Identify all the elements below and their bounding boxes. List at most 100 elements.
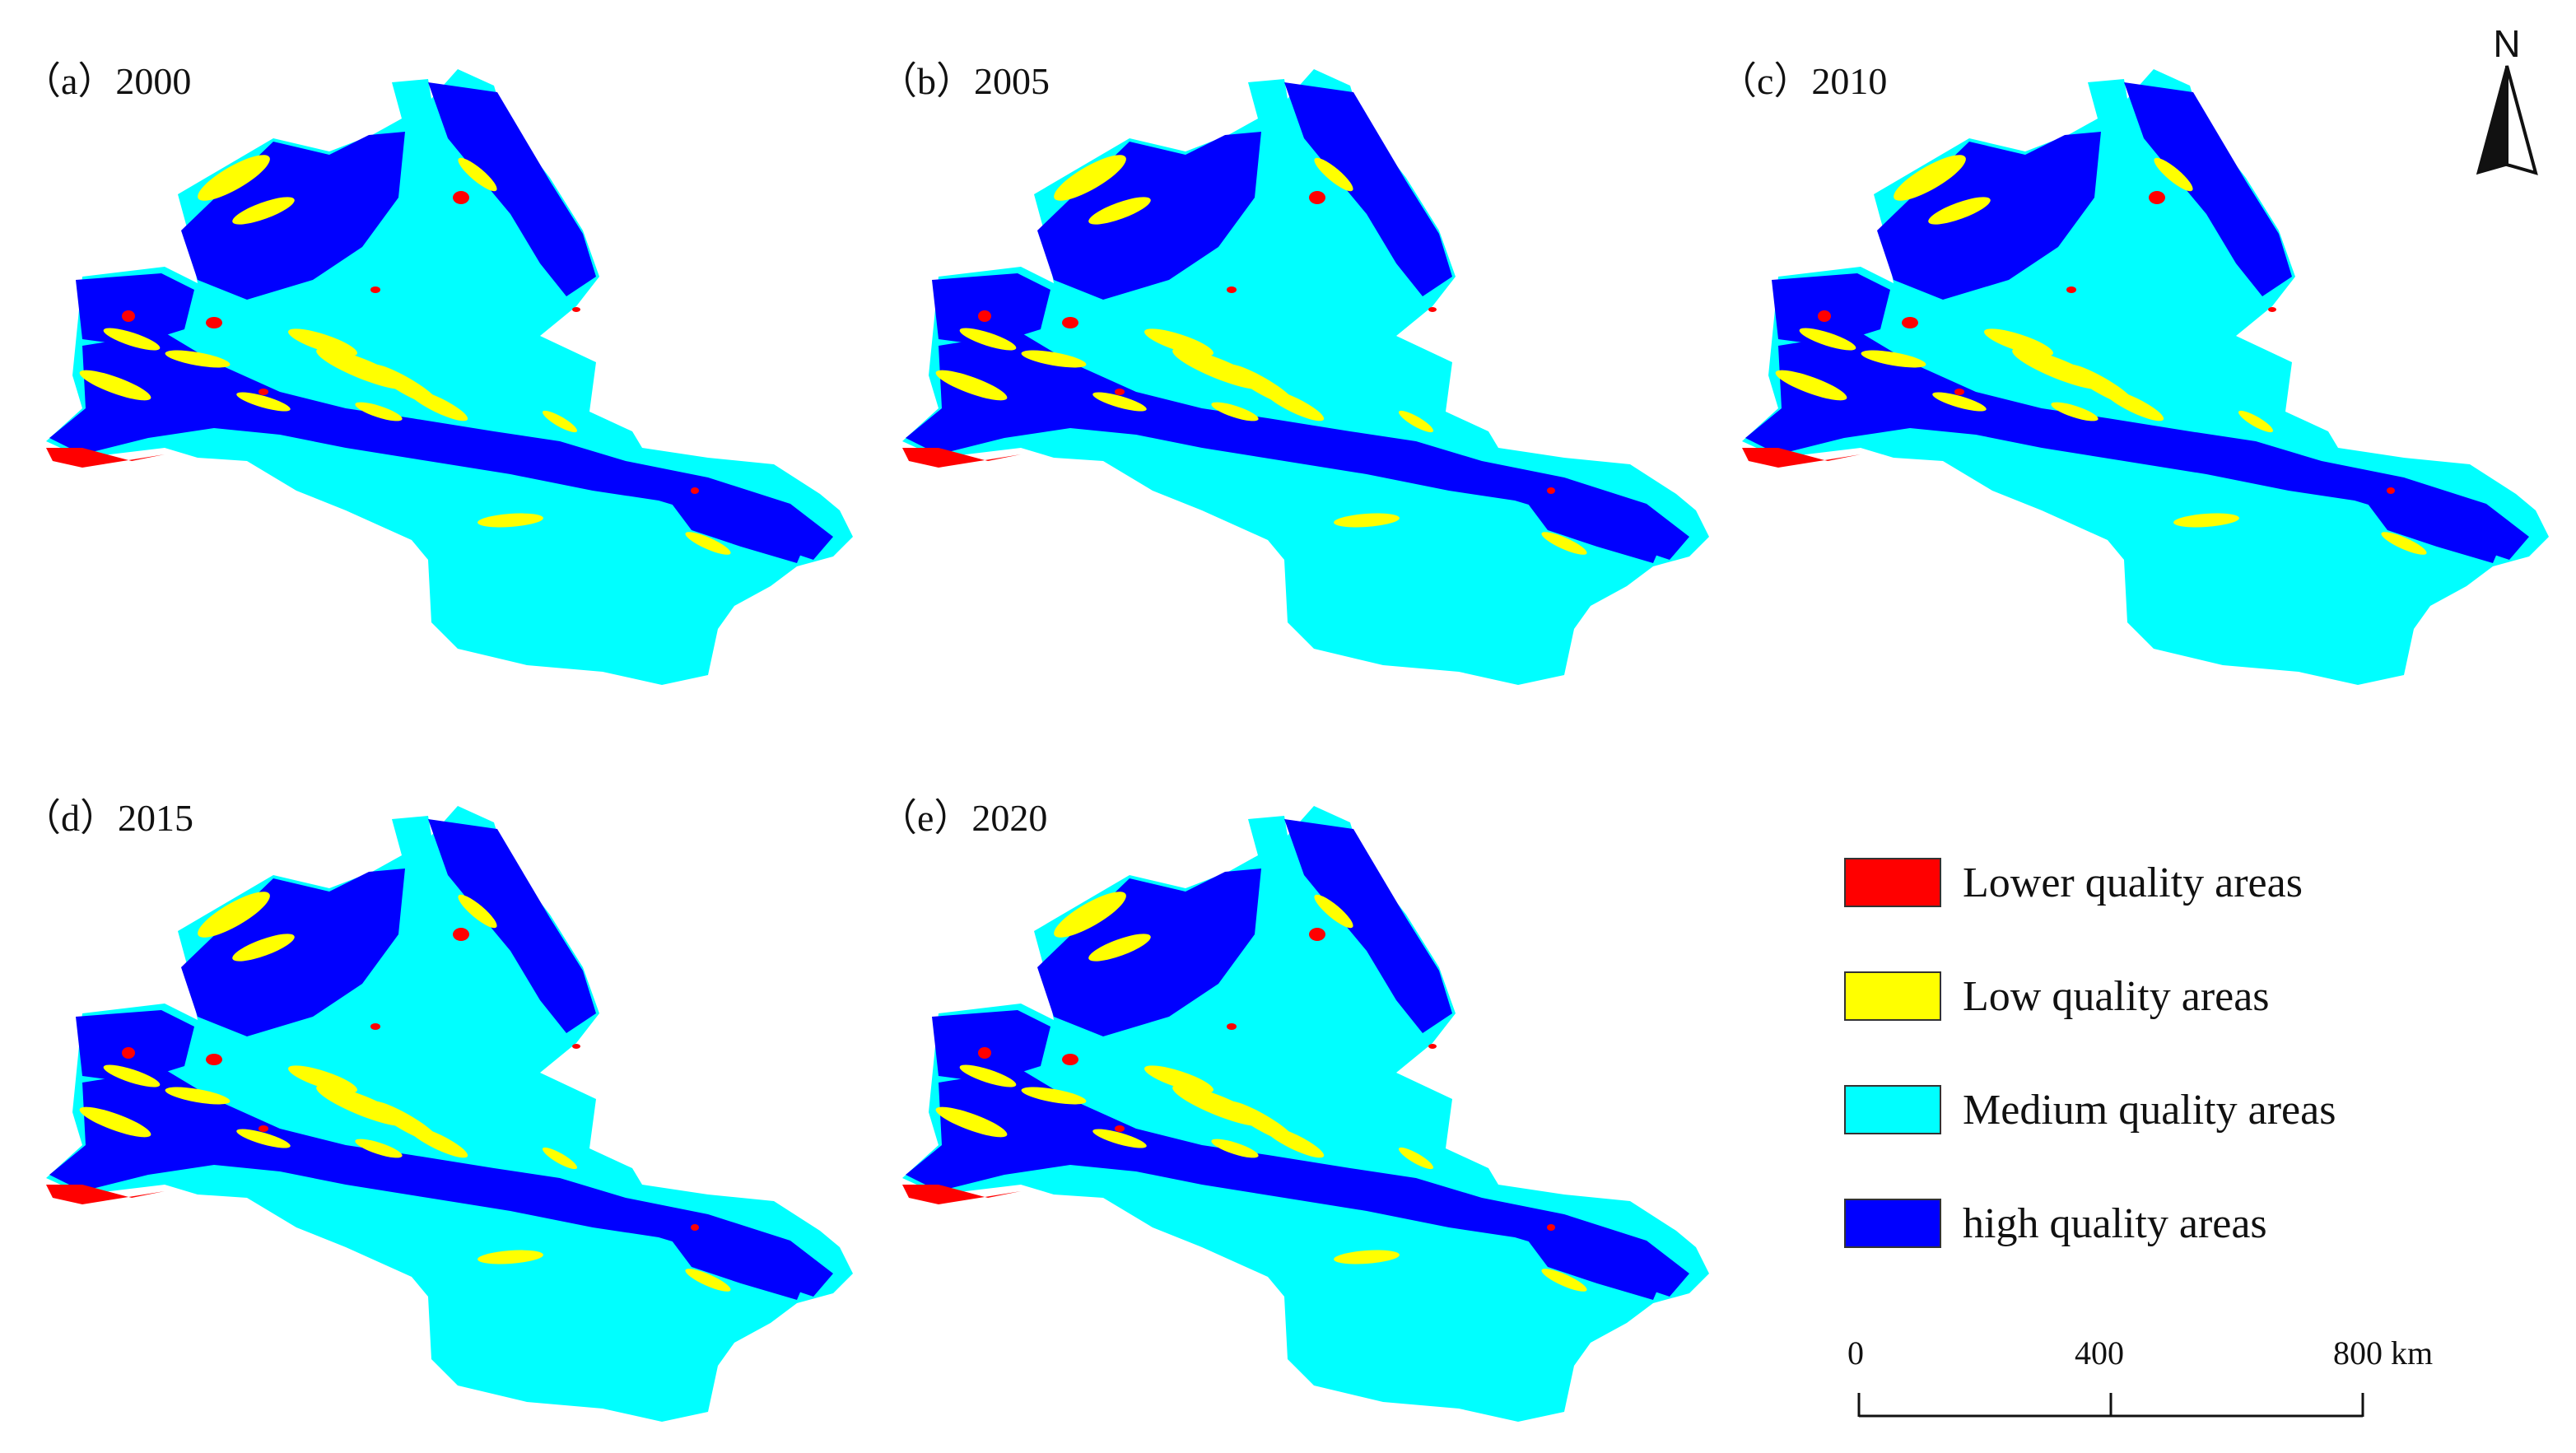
high-quality-region [932,273,1050,346]
low-quality-region [2103,389,2164,421]
high-quality-region [1284,82,1452,296]
low-quality-region [408,1125,468,1158]
lower-quality-region [122,1047,135,1059]
low-quality-region [1021,350,1087,368]
map-layers [902,69,1709,685]
low-quality-region [2381,532,2427,555]
low-quality-region [2173,513,2239,528]
low-quality-region [477,1250,543,1264]
high-quality-region [1528,504,1663,563]
lower-quality-region [691,1224,699,1231]
low-quality-region [458,157,497,192]
high-quality-region [1772,273,1890,346]
lower-quality-region [1227,286,1237,293]
low-quality-region [1054,155,1126,201]
low-quality-region [1334,1250,1400,1264]
low-quality-region [2051,402,2099,421]
lower-quality-region [1115,1125,1125,1132]
low-quality-region [543,1147,577,1170]
lower-quality-region [1062,317,1078,328]
high-quality-region [906,333,1689,560]
high-quality-region [906,1069,1689,1297]
lower-quality-region [259,1125,268,1132]
low-quality-region [1144,328,1213,356]
lower-quality-region [978,310,991,322]
low-quality-region [1894,155,1966,201]
high-quality-region [49,1069,833,1297]
lower-quality-region [370,1023,380,1030]
map-panel-2000: （a）2000 [16,8,873,716]
map-layers [46,806,853,1422]
high-quality-region [76,273,194,346]
panel-label: （b）2005 [879,60,1050,102]
low-quality-region [1541,1269,1587,1292]
low-quality-region [543,410,577,433]
low-quality-region [1799,328,1856,351]
panel-label: （d）2015 [23,797,193,839]
lower-quality-region [1115,389,1125,395]
lower-quality-region [2387,487,2395,494]
high-quality-region [932,1010,1050,1083]
north-arrow-icon [2476,65,2538,175]
north-letter: N [2493,22,2521,65]
map-panel-2010: （c）2010 [1712,8,2569,716]
high-quality-region [1528,1241,1663,1300]
lower-quality-region [691,487,699,494]
low-quality-region [959,328,1017,351]
low-quality-region [1144,1065,1213,1093]
high-quality-region [1284,819,1452,1033]
low-quality-region [935,370,1008,401]
lower-quality-region [1309,928,1325,941]
map-layers [902,806,1709,1422]
lower-quality-region [902,448,1021,468]
scale-label-800: 800 km [2333,1334,2434,1372]
legend-swatch-medium [1844,1085,1941,1134]
low-quality-region [959,1064,1017,1087]
lower-quality-region [453,928,469,941]
low-quality-region [1264,1125,1325,1158]
low-quality-region [1334,513,1400,528]
low-quality-region [1399,1147,1433,1170]
lower-quality-region [572,1044,580,1049]
scale-label-400: 400 [2075,1334,2124,1372]
low-quality-region [1932,392,1987,412]
lower-quality-region [2149,191,2165,204]
low-quality-region [1211,1139,1259,1158]
map-panel-2020: （e）2020 [873,745,1729,1453]
low-quality-region [2154,157,2193,192]
low-quality-region [165,350,231,368]
high-quality-region [672,1241,807,1300]
scale-bar: 0 400 800 km [1819,1334,2478,1432]
low-quality-region [232,934,295,962]
high-quality-region [2124,82,2292,296]
legend-item-high: high quality areas [1844,1197,2267,1250]
low-quality-region [1541,532,1587,555]
legend-label: Low quality areas [1963,972,2270,1020]
lower-quality-region [46,448,165,468]
region-map [1742,69,2549,685]
map-layers [46,69,853,685]
legend-swatch-low [1844,971,1941,1021]
low-quality-region [165,1087,231,1105]
lower-quality-region [1547,1224,1555,1231]
low-quality-region [477,513,543,528]
lower-quality-region [1428,1044,1437,1049]
high-quality-region [76,1010,194,1083]
high-quality-region [428,82,596,296]
low-quality-region [1399,410,1433,433]
lower-quality-region [902,1185,1021,1204]
map-layers [1742,69,2549,685]
low-quality-region [236,1129,291,1148]
map-panel-2005: （b）2005 [873,8,1729,716]
legend-item-medium: Medium quality areas [1844,1083,2336,1136]
high-quality-region [1877,132,2101,300]
lower-quality-region [1818,310,1831,322]
low-quality-region [355,1139,403,1158]
panel-label: （a）2000 [23,60,192,102]
lower-quality-region [978,1047,991,1059]
low-quality-region [288,328,357,356]
low-quality-region [198,892,270,938]
high-quality-region [672,504,807,563]
lower-quality-region [259,389,268,395]
low-quality-region [2238,410,2273,433]
